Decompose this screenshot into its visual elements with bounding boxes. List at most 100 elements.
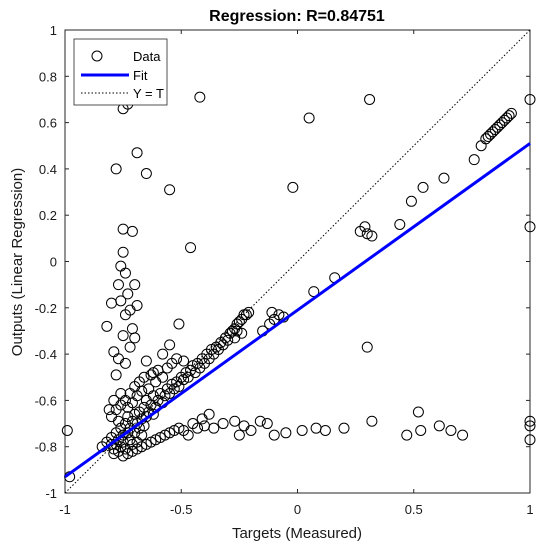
x-axis-title: Targets (Measured) (232, 525, 362, 542)
data-point (415, 424, 427, 436)
y-tick-label: -0.4 (35, 347, 57, 362)
data-point (157, 371, 169, 383)
data-point (147, 408, 159, 420)
data-point (131, 147, 143, 159)
legend-data-label: Data (133, 49, 161, 64)
axis-ticks: -1 -0.5 0 0.5 1 -1 -0.8 -0.6 -0.4 -0.2 0 0.2 0.4 0.6 0… (35, 23, 534, 517)
data-point (110, 163, 122, 175)
x-tick-label: 0 (294, 502, 301, 517)
data-point (405, 195, 417, 207)
data-point (112, 279, 124, 291)
y-axis-title: Outputs (Linear Regression) (9, 168, 26, 356)
chart-title: Regression: R=0.84751 (209, 8, 385, 25)
data-point (178, 355, 190, 367)
data-point (338, 422, 350, 434)
legend-box (73, 38, 168, 106)
data-point (296, 424, 308, 436)
data-point (122, 288, 134, 300)
data-point (361, 228, 373, 240)
data-point (243, 306, 255, 318)
data-point (103, 404, 115, 416)
data-point (192, 422, 204, 434)
data-point (319, 424, 331, 436)
data-point (119, 357, 131, 369)
data-point (124, 341, 136, 353)
data-point (182, 429, 194, 441)
y-tick-label: 0 (50, 255, 57, 270)
data-point (254, 415, 266, 427)
y-tick-label: -0.6 (35, 393, 57, 408)
data-point (110, 369, 122, 381)
data-point (505, 107, 517, 119)
data-point (354, 225, 366, 237)
legend: Data Fit Y = T (73, 38, 168, 106)
x-tick-label: -1 (59, 502, 71, 517)
data-point (438, 172, 450, 184)
data-point (287, 181, 299, 193)
data-point (117, 246, 129, 258)
data-point (468, 154, 480, 166)
data-point (203, 408, 215, 420)
data-point (129, 332, 141, 344)
x-tick-label: -0.5 (170, 502, 192, 517)
data-point (164, 184, 176, 196)
data-point (229, 415, 241, 427)
data-point (303, 112, 315, 124)
data-point (524, 415, 536, 427)
data-point (136, 385, 148, 397)
data-point (524, 221, 536, 233)
data-point (101, 320, 113, 332)
data-point (199, 420, 210, 432)
data-point (119, 267, 131, 279)
data-point (433, 420, 445, 432)
y-tick-label: 0.2 (39, 208, 57, 223)
data-point (445, 424, 457, 436)
data-point (108, 394, 120, 406)
data-point (266, 306, 278, 318)
data-point (245, 424, 257, 436)
data-point (361, 341, 373, 353)
data-point (364, 93, 376, 105)
data-point (222, 334, 234, 346)
legend-data-marker (91, 50, 103, 62)
data-point (61, 424, 73, 436)
data-point (229, 332, 241, 344)
data-point (503, 110, 515, 122)
data-point (280, 427, 292, 439)
y-tick-label: 1 (50, 23, 57, 38)
data-point (457, 429, 469, 441)
data-point (164, 339, 176, 351)
legend-fit-label: Fit (133, 68, 148, 83)
data-point (140, 168, 152, 180)
data-point (233, 429, 245, 441)
data-points (61, 91, 536, 483)
data-point (157, 348, 169, 360)
data-point (268, 429, 280, 441)
y-tick-label: -0.8 (35, 440, 57, 455)
data-point (412, 406, 424, 418)
legend-identity-label: Y = T (133, 86, 164, 101)
data-point (308, 286, 320, 298)
data-point (524, 420, 536, 432)
data-point (115, 295, 127, 307)
fit-line (64, 142, 531, 479)
data-point (417, 181, 429, 193)
y-tick-label: 0.6 (39, 116, 57, 131)
data-point (366, 415, 378, 427)
data-point (171, 353, 183, 365)
data-point (140, 355, 152, 367)
data-point (261, 418, 273, 430)
data-point (147, 367, 159, 379)
data-point (524, 93, 536, 105)
data-point (524, 434, 536, 446)
data-point (185, 242, 197, 254)
data-point (129, 279, 141, 291)
data-point (401, 429, 413, 441)
y-tick-label: 0.4 (39, 162, 57, 177)
data-point (112, 415, 124, 427)
data-point (117, 330, 129, 342)
x-tick-label: 1 (526, 502, 533, 517)
y-tick-label: -1 (45, 486, 57, 501)
data-point (217, 418, 229, 430)
